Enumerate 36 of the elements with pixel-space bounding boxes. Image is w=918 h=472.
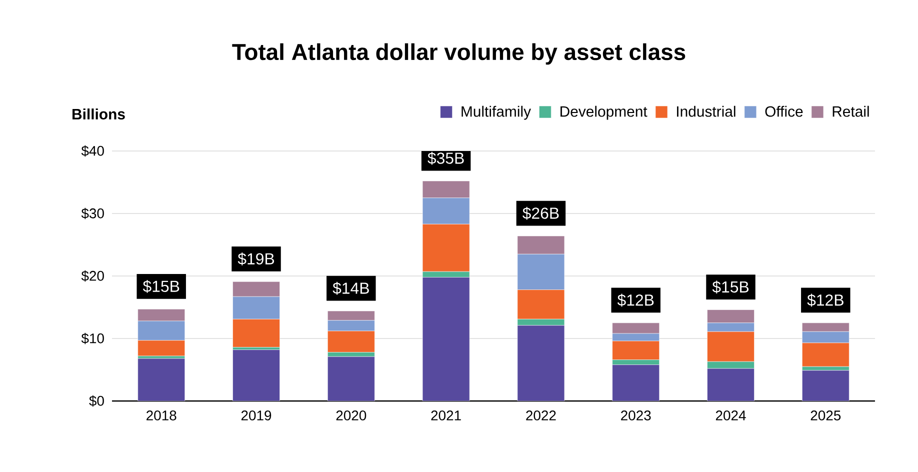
chart-title: Total Atlanta dollar volume by asset class (232, 43, 686, 65)
legend-label: Multifamily (462, 106, 531, 120)
bar (802, 370, 850, 401)
bar (422, 277, 470, 401)
total-label: $35B (428, 152, 464, 165)
bar (232, 350, 280, 401)
total-label: $14B (332, 282, 369, 295)
x-tick-label: 2025 (810, 410, 841, 420)
total-label: $15B (142, 280, 180, 293)
total-label: $19B (238, 252, 274, 266)
total-label: $26B (522, 206, 559, 220)
y-tick-label: $10 (81, 332, 104, 344)
y-axis-title: Billions (72, 108, 125, 120)
legend-label: Retail (832, 106, 869, 117)
bar (138, 358, 185, 401)
y-tick-label: $30 (81, 208, 104, 220)
x-tick-label: 2018 (146, 410, 176, 420)
x-tick-label: 2021 (431, 410, 461, 420)
y-tick-label: $40 (81, 145, 104, 157)
legend-label: Development (560, 106, 648, 120)
y-tick-label: $0 (89, 395, 104, 407)
bar (612, 364, 660, 401)
x-tick-label: 2024 (716, 410, 746, 420)
bar (328, 356, 375, 401)
total-label: $12B (807, 294, 844, 307)
total-label: $15B (712, 280, 749, 294)
x-tick-label: 2023 (621, 410, 651, 420)
bar (517, 325, 565, 401)
bar (707, 368, 754, 401)
legend-label: Office (765, 106, 803, 117)
y-tick-label: $20 (81, 270, 104, 282)
x-tick-label: 2022 (526, 410, 556, 420)
total-label: $12B (617, 294, 654, 307)
legend-label: Industrial (677, 106, 736, 117)
x-tick-label: 2020 (336, 410, 366, 420)
x-tick-label: 2019 (241, 410, 272, 420)
